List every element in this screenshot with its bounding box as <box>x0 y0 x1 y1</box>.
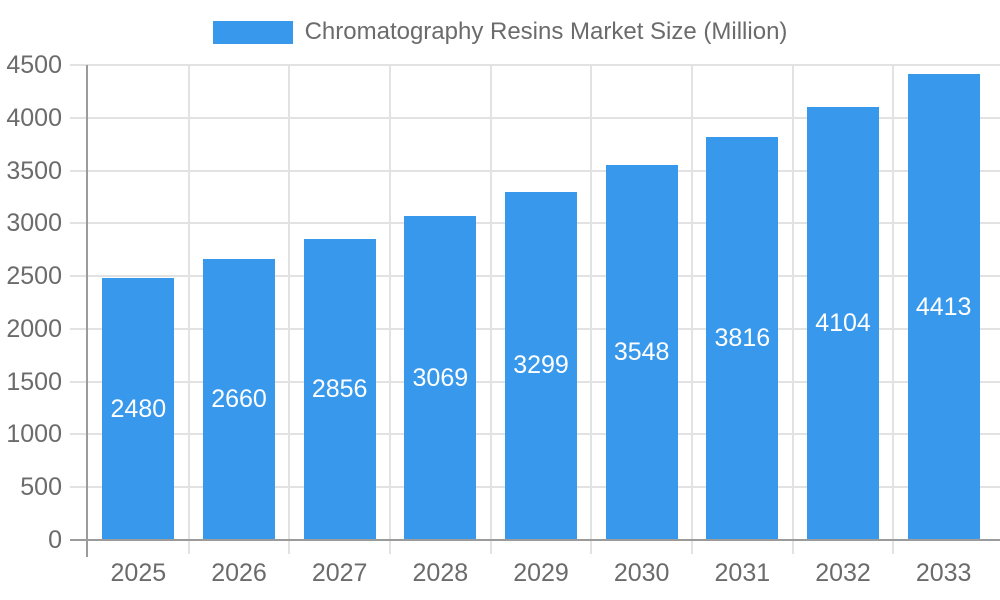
x-axis-tick-label: 2033 <box>915 559 972 587</box>
y-axis-tick-label: 3000 <box>6 209 62 238</box>
bar-2033[interactable]: 4413 <box>907 74 980 540</box>
y-axis-tick <box>70 116 88 119</box>
y-axis-tick-label: 4000 <box>6 103 62 132</box>
x-axis-tick-label: 2031 <box>714 559 771 587</box>
horizontal-gridline <box>88 169 1000 172</box>
y-axis-tick-label: 1500 <box>6 367 62 396</box>
x-axis-tick <box>590 541 593 554</box>
bar-value-label: 3069 <box>412 363 469 392</box>
y-axis-tick-label: 2500 <box>6 262 62 291</box>
vertical-gridline <box>288 65 291 540</box>
x-axis-tick-label: 2026 <box>211 559 267 587</box>
bar-2025[interactable]: 2480 <box>102 278 175 540</box>
y-axis-tick-label: 500 <box>20 473 62 502</box>
bar-2032[interactable]: 4104 <box>807 106 879 540</box>
x-axis-tick <box>892 541 895 554</box>
y-axis-tick <box>70 222 88 225</box>
y-axis-tick <box>70 64 88 66</box>
x-axis-tick <box>791 541 794 554</box>
y-axis-tick <box>70 433 88 436</box>
x-axis-tick-label: 2032 <box>815 559 871 587</box>
x-axis-tick-label: 2029 <box>513 559 569 587</box>
vertical-gridline <box>791 65 794 540</box>
bar-value-label: 2480 <box>110 394 167 423</box>
x-axis-tick-label: 2025 <box>110 559 167 587</box>
bar-value-label: 3548 <box>613 338 670 367</box>
vertical-gridline <box>691 65 693 540</box>
x-axis-tick-label: 2027 <box>311 559 368 587</box>
bar-2026[interactable]: 2660 <box>203 259 275 540</box>
horizontal-gridline <box>88 116 1000 119</box>
y-axis-tick-label: 3500 <box>6 156 62 185</box>
y-axis-tick-label: 4500 <box>6 51 62 79</box>
bar-value-label: 2856 <box>311 374 368 403</box>
vertical-gridline <box>187 65 190 540</box>
y-axis-tick-label: 1000 <box>6 420 62 449</box>
bar-2027[interactable]: 2856 <box>303 238 376 540</box>
bar-2031[interactable]: 3816 <box>706 137 779 540</box>
x-axis-tick <box>389 541 391 554</box>
y-axis-tick-label: 2000 <box>6 314 62 343</box>
bar-value-label: 2660 <box>211 385 267 414</box>
x-axis-tick <box>288 541 291 554</box>
x-axis-tick-label: 2030 <box>613 559 670 587</box>
x-axis-tick-label: 2028 <box>412 559 469 587</box>
y-axis-line <box>86 65 88 557</box>
bar-2028[interactable]: 3069 <box>404 216 477 540</box>
legend-label: Chromatography Resins Market Size (Milli… <box>304 18 788 45</box>
legend-item[interactable]: Chromatography Resins Market Size (Milli… <box>0 20 1000 44</box>
vertical-gridline <box>389 65 391 540</box>
bar-value-label: 4413 <box>915 292 972 321</box>
x-axis-tick <box>489 541 492 554</box>
bar-value-label: 4104 <box>815 308 871 337</box>
vertical-gridline <box>590 65 593 540</box>
y-axis-tick <box>70 327 88 330</box>
legend-swatch-icon <box>212 20 293 44</box>
horizontal-gridline <box>88 64 1000 66</box>
y-axis-tick <box>70 380 88 383</box>
plot-area: 2480 2660 2856 3069 3299 3548 3816 4104 4413 <box>88 64 1000 540</box>
bar-value-label: 3299 <box>513 351 569 380</box>
y-axis-tick <box>70 169 88 172</box>
x-axis-line <box>70 539 1000 541</box>
bar-value-label: 3816 <box>714 324 771 353</box>
y-axis-tick <box>70 275 88 278</box>
x-axis-tick <box>691 541 693 554</box>
y-axis-tick <box>70 486 88 489</box>
vertical-gridline <box>892 65 895 540</box>
bar-2029[interactable]: 3299 <box>505 191 577 540</box>
y-axis-tick-label: 0 <box>48 526 62 554</box>
bar-2030[interactable]: 3548 <box>605 165 678 540</box>
x-axis-tick <box>187 541 190 554</box>
vertical-gridline <box>489 65 492 540</box>
